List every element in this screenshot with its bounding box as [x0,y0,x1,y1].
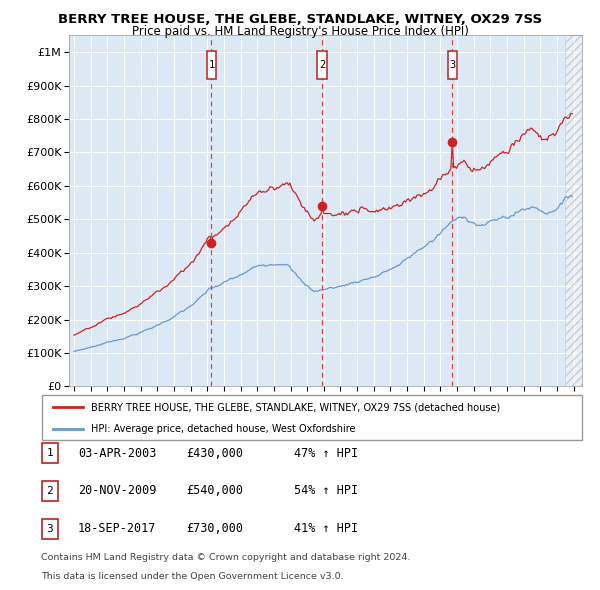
Text: 2: 2 [46,486,53,496]
Text: 03-APR-2003: 03-APR-2003 [78,447,157,460]
FancyBboxPatch shape [448,51,457,79]
Text: HPI: Average price, detached house, West Oxfordshire: HPI: Average price, detached house, West… [91,424,355,434]
Text: £540,000: £540,000 [186,484,243,497]
Text: 41% ↑ HPI: 41% ↑ HPI [294,522,358,535]
Text: 1: 1 [208,60,215,70]
Text: £430,000: £430,000 [186,447,243,460]
Text: £730,000: £730,000 [186,522,243,535]
FancyBboxPatch shape [317,51,326,79]
FancyBboxPatch shape [207,51,216,79]
Text: 18-SEP-2017: 18-SEP-2017 [78,522,157,535]
Text: This data is licensed under the Open Government Licence v3.0.: This data is licensed under the Open Gov… [41,572,343,581]
Text: 20-NOV-2009: 20-NOV-2009 [78,484,157,497]
FancyBboxPatch shape [42,519,58,539]
Text: BERRY TREE HOUSE, THE GLEBE, STANDLAKE, WITNEY, OX29 7SS (detached house): BERRY TREE HOUSE, THE GLEBE, STANDLAKE, … [91,402,500,412]
Text: 47% ↑ HPI: 47% ↑ HPI [294,447,358,460]
Text: BERRY TREE HOUSE, THE GLEBE, STANDLAKE, WITNEY, OX29 7SS: BERRY TREE HOUSE, THE GLEBE, STANDLAKE, … [58,13,542,26]
Text: 54% ↑ HPI: 54% ↑ HPI [294,484,358,497]
FancyBboxPatch shape [42,481,58,501]
FancyBboxPatch shape [42,395,582,440]
Text: 3: 3 [46,524,53,533]
Text: Contains HM Land Registry data © Crown copyright and database right 2024.: Contains HM Land Registry data © Crown c… [41,553,410,562]
Text: 1: 1 [46,448,53,458]
Bar [565,35,582,386]
Bar [565,35,582,386]
Text: 3: 3 [449,60,455,70]
Text: 2: 2 [319,60,325,70]
FancyBboxPatch shape [42,443,58,463]
Text: Price paid vs. HM Land Registry's House Price Index (HPI): Price paid vs. HM Land Registry's House … [131,25,469,38]
